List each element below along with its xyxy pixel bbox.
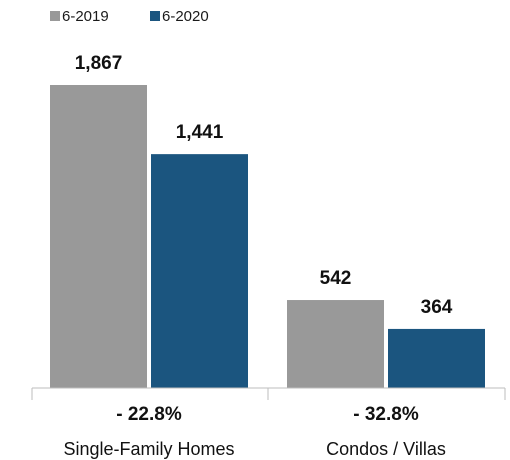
value-label-single-family-2020: 1,441: [176, 122, 224, 143]
legend: 6-2019 6-2020: [50, 8, 209, 25]
bar-single-family-2020: [151, 154, 248, 388]
value-labels: 1,867 542 1,441 364: [75, 53, 453, 318]
value-label-single-family-2019: 1,867: [75, 53, 123, 74]
legend-item-2019: 6-2019: [50, 8, 109, 25]
value-label-condos-2019: 542: [320, 268, 352, 289]
change-label-condos: - 32.8%: [353, 404, 419, 425]
legend-label-2020: 6-2020: [162, 8, 209, 25]
legend-label-2019: 6-2019: [62, 8, 109, 25]
x-axis: [31, 387, 506, 400]
change-labels: - 22.8% - 32.8%: [116, 404, 419, 425]
category-label-single-family: Single-Family Homes: [63, 439, 234, 459]
bars: [50, 85, 485, 388]
category-label-condos: Condos / Villas: [326, 439, 446, 459]
legend-swatch-2020: [150, 11, 160, 21]
bar-single-family-2019: [50, 85, 147, 388]
change-label-single-family: - 22.8%: [116, 404, 182, 425]
bar-condos-2020: [388, 328, 485, 388]
legend-swatch-2019: [50, 11, 60, 21]
category-labels: Single-Family Homes Condos / Villas: [63, 439, 445, 459]
legend-item-2020: 6-2020: [150, 8, 209, 25]
bar-condos-2019: [287, 300, 384, 388]
value-label-condos-2020: 364: [421, 297, 453, 318]
